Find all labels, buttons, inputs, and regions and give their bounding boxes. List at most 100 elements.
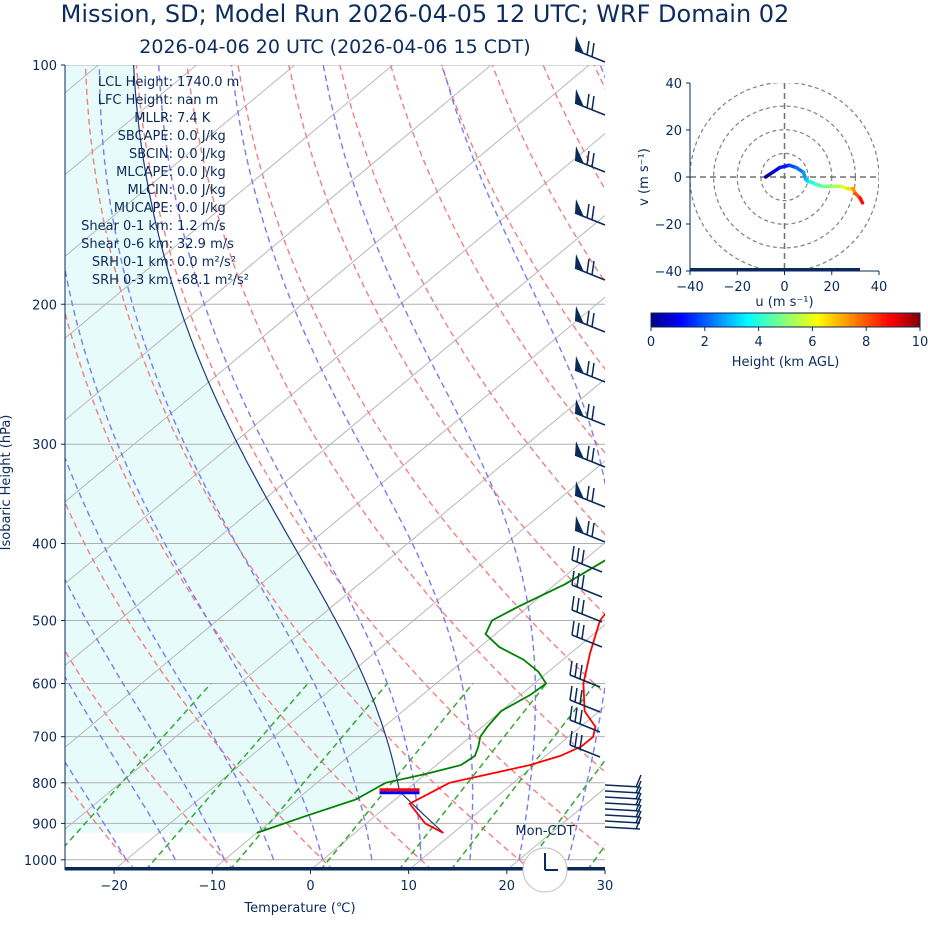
dry-adiabat [389, 65, 605, 454]
hodograph-plot-area [690, 83, 879, 271]
barb-upper [574, 254, 606, 281]
barb-feather [586, 150, 590, 166]
stat-label: LFC Height: [98, 93, 173, 108]
x-tick-label: −20 [100, 879, 127, 894]
isotherm--10 [211, 542, 605, 870]
barb-upper [574, 146, 606, 173]
stat-label: MUCAPE: [114, 201, 173, 216]
stat-label: Shear 0-1 km: [81, 219, 173, 234]
barb-flag [575, 356, 584, 374]
stat-value: -68.1 m²/s² [177, 273, 249, 288]
barb-surface-feather [635, 792, 642, 806]
hodograph-x-label: u (m s⁻¹) [755, 295, 813, 310]
isotherm--70 [65, 65, 590, 503]
barb-surface-feather [635, 810, 642, 824]
moist-adiabat [65, 578, 226, 861]
barb-feather [591, 405, 595, 421]
barb-flag [575, 199, 584, 217]
hodograph-y-tick-label: 40 [665, 77, 682, 92]
barb-surface [604, 808, 641, 812]
barb-feather [579, 689, 583, 705]
barb-upper [574, 516, 606, 543]
barb-flag [575, 441, 584, 459]
barb-feather [581, 624, 585, 640]
dry-adiabat [645, 65, 928, 870]
hodograph-x-tick-label: −20 [724, 280, 751, 295]
barb-low [569, 685, 601, 713]
colorbar-tick-label: 10 [912, 335, 928, 350]
barb-feather [591, 95, 595, 111]
barb-low [569, 730, 601, 758]
isotherm-0 [310, 623, 605, 870]
x-axis-label: Temperature (℃) [243, 901, 355, 916]
y-axis-label: Isobaric Height (hPa) [0, 415, 14, 551]
clock-label: Mon-CDT [515, 824, 574, 839]
dry-adiabat [288, 65, 605, 616]
barb-flag [575, 146, 584, 164]
stat-value: 0.0 J/kg [177, 165, 226, 180]
dry-adiabat [65, 781, 136, 870]
isotherm-30 [604, 869, 605, 870]
barb-feather [586, 40, 590, 56]
dry-adiabat [899, 65, 928, 870]
barb-feather [586, 520, 590, 536]
colorbar-tick-label: 0 [647, 335, 655, 350]
barb-feather [591, 312, 595, 328]
barb-feather [591, 42, 595, 58]
barb-feather [576, 547, 580, 563]
stat-label: MLLR: [134, 111, 173, 126]
dry-adiabat [696, 65, 928, 870]
barb-feather [579, 709, 583, 725]
barb-surface-feather [635, 804, 642, 818]
profile-lines [65, 65, 605, 870]
isotherm--30 [65, 378, 605, 830]
barb-feather [574, 732, 578, 748]
x-tick-label: 30 [597, 879, 614, 894]
barb-feather [571, 570, 575, 586]
y-tick-label-100: 100 [32, 59, 57, 74]
stat-label: SBCIN: [129, 147, 173, 162]
stat-label: MLCIN: [128, 183, 173, 198]
barb-feather [586, 203, 590, 219]
cin-shading [65, 65, 444, 833]
x-tick-label: 0 [306, 879, 314, 894]
hodograph-y-tick-label: 0 [674, 171, 682, 186]
isotherm--100 [65, 65, 295, 258]
mixing-ratio-line [145, 683, 309, 870]
stat-value: 32.9 m/s [177, 237, 234, 252]
stat-value: 0.0 J/kg [177, 183, 226, 198]
dewpoint-profile [256, 559, 605, 834]
barb-surface [604, 790, 641, 794]
hodograph-x-tick-label: 40 [871, 280, 888, 295]
barb-surface [604, 814, 641, 818]
x-tick-label: −10 [199, 879, 226, 894]
barb-feather [591, 447, 595, 463]
barb-feather [586, 403, 590, 419]
x-tick-label: 10 [400, 879, 417, 894]
barb-feather [571, 620, 575, 636]
barb-mid [571, 545, 603, 573]
barb-feather [569, 705, 573, 721]
barb-feather [574, 707, 578, 723]
hodograph-x-tick-label: 0 [780, 280, 788, 295]
barb-surface-feather [635, 816, 642, 830]
stat-label: SBCAPE: [118, 129, 173, 144]
barb-feather [581, 574, 585, 590]
isotherm--20 [113, 460, 605, 870]
barb-flag [575, 306, 584, 324]
hodograph-y-tick-label: −20 [655, 218, 682, 233]
stat-label: MLCAPE: [116, 165, 173, 180]
barb-upper [574, 36, 606, 63]
dry-adiabat [84, 65, 532, 870]
dry-adiabat [848, 65, 928, 870]
barb-upper [574, 481, 606, 508]
isotherm--50 [65, 214, 605, 667]
barb-feather [569, 685, 573, 701]
barb-upper [574, 89, 606, 116]
y-tick-label-900: 900 [32, 817, 57, 832]
colorbar-tick-label: 8 [862, 335, 870, 350]
stat-value: 0.0 J/kg [177, 201, 226, 216]
y-tick-label-500: 500 [32, 615, 57, 630]
barb-feather [581, 599, 585, 615]
